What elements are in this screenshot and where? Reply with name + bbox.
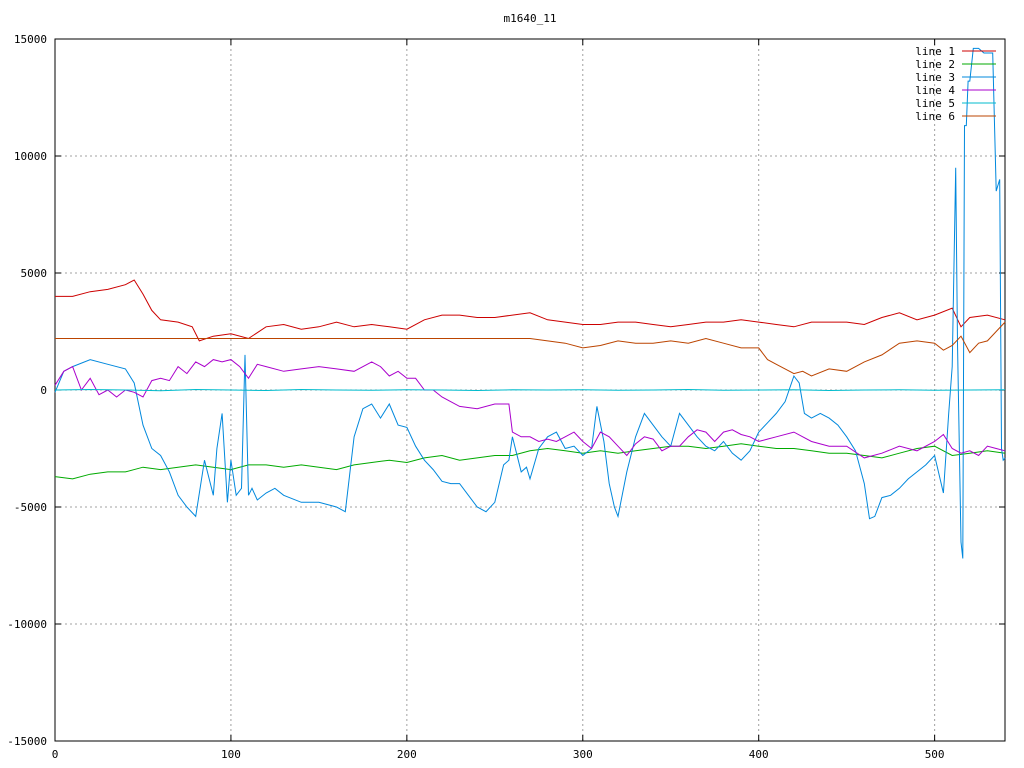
axis-ticks: 0 100 200 300 400 500 -15000 -10000 -5000 0 5000 10… [7,33,1005,761]
x-tick-label: 100 [221,748,241,761]
y-tick-label: 5000 [21,267,48,280]
legend-label: line 3 [915,71,955,84]
x-tick-label: 500 [925,748,945,761]
x-tick-label: 0 [52,748,59,761]
y-tick-label: -5000 [14,501,47,514]
series-line-6 [55,321,1006,377]
series-line-2 [54,443,1006,480]
y-tick-label: -10000 [7,618,47,631]
legend-label: line 5 [915,97,955,110]
legend-label: line 4 [915,84,955,97]
y-tick-label: 10000 [14,150,47,163]
chart-title: m1640_11 [504,12,557,25]
legend-label: line 1 [915,45,955,58]
x-tick-label: 300 [573,748,593,761]
y-tick-label: 0 [40,384,47,397]
series-line-1 [55,279,1006,342]
series-line-5 [54,388,1006,392]
legend-label: line 2 [915,58,955,71]
x-tick-label: 200 [397,748,417,761]
series-line-4 [54,359,1006,459]
series-group [54,47,1006,559]
x-tick-label: 400 [749,748,769,761]
legend-label: line 6 [915,110,955,123]
series-line-3 [54,47,1006,559]
y-tick-label: 15000 [14,33,47,46]
y-tick-label: -15000 [7,735,47,748]
